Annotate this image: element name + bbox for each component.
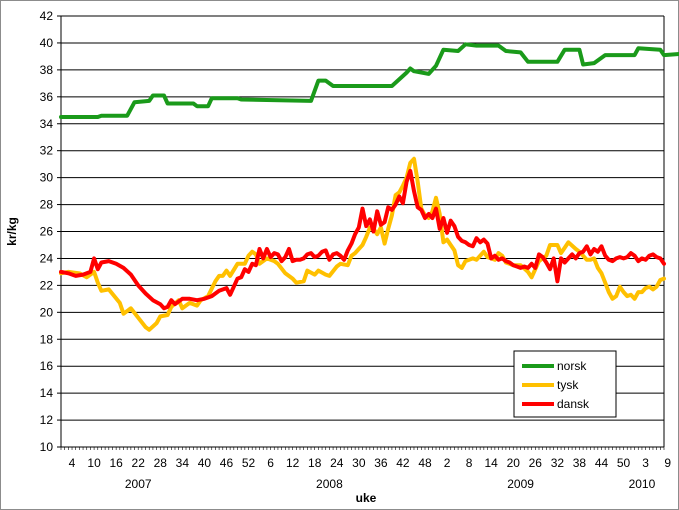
x-tick-label: 18 — [308, 456, 322, 470]
y-tick-label: 12 — [40, 413, 54, 427]
x-tick-label: 34 — [176, 456, 190, 470]
x-tick-label: 48 — [418, 456, 432, 470]
year-label: 2009 — [507, 477, 534, 491]
x-tick-label: 32 — [551, 456, 565, 470]
x-tick-label: 2 — [444, 456, 451, 470]
x-tick-label: 26 — [529, 456, 543, 470]
x-tick-label: 8 — [466, 456, 473, 470]
x-tick-label: 38 — [573, 456, 587, 470]
y-tick-label: 20 — [40, 305, 54, 319]
y-tick-label: 42 — [40, 9, 54, 23]
series-lines — [59, 42, 679, 332]
series-line-dansk — [59, 168, 666, 311]
y-tick-label: 32 — [40, 144, 54, 158]
series-line-norsk — [59, 42, 679, 119]
x-tick-label: 4 — [69, 456, 76, 470]
x-tick-label: 44 — [595, 456, 609, 470]
x-tick-label: 30 — [352, 456, 366, 470]
y-tick-label: 36 — [40, 90, 54, 104]
series-line-tysk — [59, 156, 666, 332]
y-tick-label: 26 — [40, 225, 54, 239]
x-tick-label: 9 — [664, 456, 671, 470]
x-tick-label: 3 — [642, 456, 649, 470]
year-label: 2010 — [629, 477, 656, 491]
y-tick-label: 40 — [40, 36, 54, 50]
x-tick-label: 52 — [242, 456, 256, 470]
year-label: 2007 — [125, 477, 152, 491]
y-tick-label: 28 — [40, 198, 54, 212]
y-tick-label: 16 — [40, 359, 54, 373]
y-tick-label: 10 — [40, 440, 54, 454]
x-tick-label: 40 — [198, 456, 212, 470]
x-tick-label: 12 — [286, 456, 300, 470]
y-axis-ticks: 10 12 14 16 18 20 22 24 26 28 30 32 34 36 38 40 42 — [40, 9, 61, 454]
legend-label-dansk: dansk — [557, 397, 590, 411]
x-axis-title: uke — [356, 491, 377, 505]
x-tick-label: 22 — [132, 456, 146, 470]
x-tick-label: 10 — [87, 456, 101, 470]
x-tick-label: 36 — [374, 456, 388, 470]
x-tick-label: 16 — [109, 456, 123, 470]
y-tick-label: 24 — [40, 251, 54, 265]
x-tick-label: 24 — [330, 456, 344, 470]
y-tick-label: 22 — [40, 278, 54, 292]
x-axis-ticks: 4 10 16 22 28 34 40 46 52 6 12 18 24 30 36 42 48 2 8 14 20 26… — [60, 447, 671, 470]
x-tick-label: 46 — [220, 456, 234, 470]
y-tick-label: 34 — [40, 117, 54, 131]
legend: norsk tysk dansk — [513, 350, 617, 418]
y-axis-title: kr/kg — [5, 217, 19, 246]
legend-label-norsk: norsk — [557, 359, 587, 373]
y-tick-label: 18 — [40, 332, 54, 346]
x-tick-label: 50 — [617, 456, 631, 470]
year-labels: 2007 2008 2009 2010 — [125, 477, 656, 491]
y-tick-label: 14 — [40, 386, 54, 400]
x-tick-label: 6 — [267, 456, 274, 470]
x-tick-label: 14 — [485, 456, 499, 470]
year-label: 2008 — [316, 477, 343, 491]
x-tick-label: 42 — [396, 456, 410, 470]
y-tick-label: 38 — [40, 63, 54, 77]
legend-label-tysk: tysk — [557, 378, 579, 392]
y-tick-label: 30 — [40, 171, 54, 185]
x-tick-label: 20 — [507, 456, 521, 470]
x-tick-label: 28 — [154, 456, 168, 470]
